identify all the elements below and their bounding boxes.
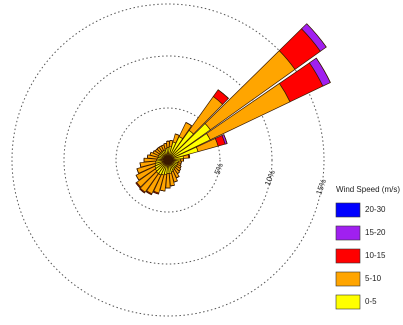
legend-label: 0-5 — [365, 297, 377, 306]
legend-swatch — [336, 203, 360, 217]
wind-segment — [180, 159, 183, 161]
legend-swatch — [336, 249, 360, 263]
legend-label: 5-10 — [365, 274, 382, 283]
legend-label: 10-15 — [365, 251, 386, 260]
ring-label: 15% — [314, 178, 328, 196]
legend-swatch — [336, 295, 360, 309]
legend-swatch — [336, 272, 360, 286]
ring-label: 10% — [263, 169, 277, 187]
legend-swatch — [336, 226, 360, 240]
legend-label: 20-30 — [365, 205, 386, 214]
ring-label: 5% — [213, 162, 225, 176]
legend-title: Wind Speed (m/s) — [336, 185, 400, 194]
legend-label: 15-20 — [365, 228, 386, 237]
